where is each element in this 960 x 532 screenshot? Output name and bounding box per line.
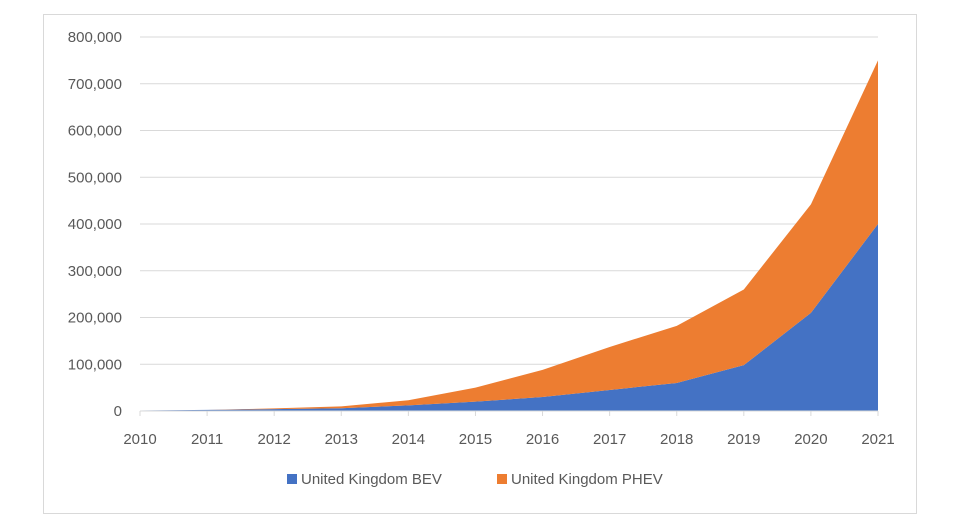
x-tick-label: 2010: [123, 431, 156, 448]
legend-label: United Kingdom BEV: [301, 471, 442, 488]
x-tick-label: 2011: [191, 431, 223, 448]
y-tick-label: 600,000: [68, 123, 122, 140]
x-tick-label: 2012: [257, 431, 290, 448]
x-tick-label: 2017: [593, 431, 626, 448]
x-tick-label: 2016: [526, 431, 559, 448]
x-tick-label: 2014: [392, 431, 425, 448]
x-tick-label: 2020: [794, 431, 827, 448]
x-tick-label: 2021: [861, 431, 894, 448]
area-united-kingdom-bev: [140, 224, 878, 411]
legend-swatch: [497, 474, 507, 484]
y-tick-label: 100,000: [68, 356, 122, 373]
area-series: [140, 60, 878, 411]
y-tick-label: 400,000: [68, 216, 122, 233]
x-tick-label: 2019: [727, 431, 760, 448]
legend-label: United Kingdom PHEV: [511, 471, 663, 488]
y-tick-label: 500,000: [68, 169, 122, 186]
y-tick-label: 800,000: [68, 29, 122, 46]
x-tick-label: 2018: [660, 431, 693, 448]
y-tick-label: 700,000: [68, 76, 122, 93]
y-tick-label: 300,000: [68, 263, 122, 280]
area-united-kingdom-phev: [140, 60, 878, 411]
legend: United Kingdom BEV United Kingdom PHEV: [287, 471, 663, 488]
axes: 0 100,000 200,000 300,000 400,000 500,000 600,…: [68, 29, 895, 448]
x-tick-label: 2013: [325, 431, 358, 448]
legend-swatch: [287, 474, 297, 484]
y-tick-label: 0: [114, 403, 122, 420]
y-tick-label: 200,000: [68, 310, 122, 327]
x-tick-label: 2015: [459, 431, 492, 448]
